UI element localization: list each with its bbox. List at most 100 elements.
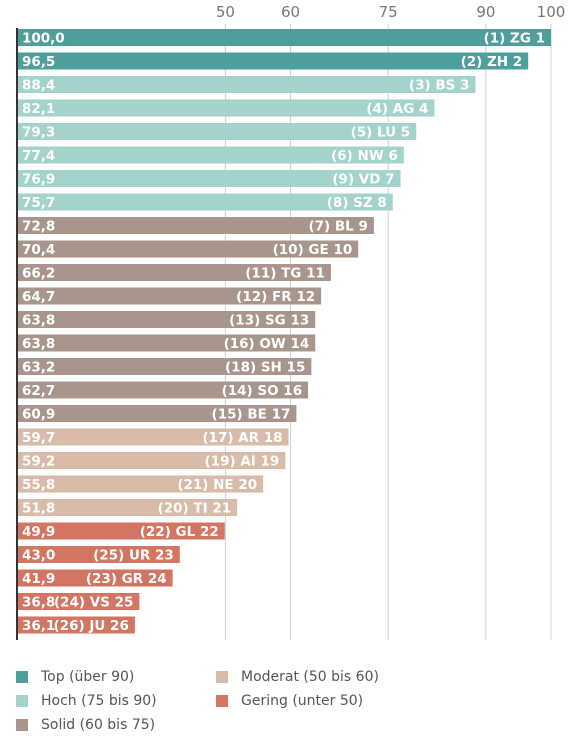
rank-label-ar: (17) AR 18	[202, 430, 282, 446]
legend-swatch-hoch	[16, 695, 28, 707]
bar-ne	[17, 475, 264, 493]
bar-row-ne: 55,8 (21) NE 20	[17, 475, 264, 493]
rank-label-tg: (11) TG 11	[245, 266, 325, 282]
rank-label-gr: (23) GR 24	[86, 571, 167, 587]
value-label-sz: 75,7	[22, 195, 55, 211]
bar-row-sh: 63,2 (18) SH 15	[17, 358, 312, 376]
x-tick-label-60: 60	[281, 3, 300, 21]
value-label-ai: 59,2	[22, 454, 55, 470]
value-label-vs: 36,8	[22, 595, 55, 611]
bar-row-be: 60,9 (15) BE 17	[17, 405, 297, 423]
value-label-ju: 36,1	[22, 618, 55, 634]
value-label-ne: 55,8	[22, 477, 55, 493]
rank-label-lu: (5) LU 5	[351, 125, 411, 141]
bar-lu	[17, 123, 417, 140]
rank-label-sh: (18) SH 15	[225, 360, 305, 376]
value-label-bs: 88,4	[22, 78, 55, 94]
value-label-zh: 96,5	[22, 54, 55, 70]
value-label-ag: 82,1	[22, 101, 55, 117]
value-label-lu: 79,3	[22, 125, 55, 141]
bar-row-nw: 77,4 (6) NW 6	[17, 146, 404, 164]
bar-row-ju: 36,1(26) JU 26	[17, 616, 135, 634]
bar-sh	[17, 358, 312, 375]
value-label-vd: 76,9	[22, 172, 55, 188]
bar-row-ai: 59,2 (19) AI 19	[17, 452, 286, 470]
rank-label-be: (15) BE 17	[212, 407, 291, 423]
rank-label-vd: (9) VD 7	[332, 172, 394, 188]
bar-be	[17, 405, 297, 422]
bar-tg	[17, 264, 331, 281]
bar-row-bs: 88,4 (3) BS 3	[17, 76, 476, 94]
legend-swatch-top	[16, 671, 28, 683]
value-label-tg: 66,2	[22, 266, 55, 282]
rank-label-bs: (3) BS 3	[409, 78, 470, 94]
value-label-fr: 64,7	[22, 289, 55, 305]
bar-row-gl: 49,9 (22) GL 22	[17, 522, 225, 540]
bar-row-ge: 70,4 (10) GE 10	[17, 240, 359, 258]
value-label-gr: 41,9	[22, 571, 55, 587]
bar-row-ti: 51,8 (20) TI 21	[17, 499, 238, 517]
bar-row-tg: 66,2 (11) TG 11	[17, 264, 331, 282]
value-label-nw: 77,4	[22, 148, 55, 164]
legend-swatch-moderat	[216, 671, 228, 683]
bar-row-zg: 100,0 (1) ZG 1	[17, 29, 551, 47]
x-tick-label-50: 50	[216, 3, 235, 21]
bar-row-ar: 59,7 (17) AR 18	[17, 428, 289, 446]
rank-label-vs: (24) VS 25	[54, 595, 133, 611]
rank-label-so: (14) SO 16	[222, 383, 303, 399]
rank-label-sz: (8) SZ 8	[327, 195, 387, 211]
value-label-so: 62,7	[22, 383, 55, 399]
x-tick-label-90: 90	[476, 3, 495, 21]
value-label-ge: 70,4	[22, 242, 55, 258]
bar-zg	[17, 29, 551, 46]
bar-ar	[17, 428, 289, 446]
bar-ge	[17, 240, 359, 258]
bar-vs	[17, 593, 140, 610]
bar-row-lu: 79,3 (5) LU 5	[17, 123, 417, 141]
bar-vd	[17, 170, 401, 187]
bar-row-gr: 41,9 (23) GR 24	[17, 569, 173, 587]
legend-swatch-gering	[216, 695, 228, 707]
value-label-zg: 100,0	[22, 31, 65, 47]
value-label-sg: 63,8	[22, 313, 55, 329]
value-label-sh: 63,2	[22, 360, 55, 376]
rank-label-sg: (13) SG 13	[229, 313, 309, 329]
bar-gl	[17, 522, 225, 540]
rank-label-gl: (22) GL 22	[140, 524, 219, 540]
bar-zh	[17, 52, 529, 70]
legend-label-top: Top (über 90)	[41, 669, 135, 685]
bar-row-sz: 75,7 (8) SZ 8	[17, 193, 393, 211]
bar-fr	[17, 287, 322, 305]
rank-label-ow: (16) OW 14	[224, 336, 310, 352]
bar-ai	[17, 452, 286, 469]
legend-item-hoch: Hoch (75 bis 90)	[16, 691, 157, 711]
bar-ti	[17, 499, 238, 516]
value-label-ar: 59,7	[22, 430, 55, 446]
bar-row-vd: 76,9 (9) VD 7	[17, 170, 401, 188]
rank-label-ag: (4) AG 4	[366, 101, 428, 117]
bar-ag	[17, 99, 435, 117]
bar-chart: 50 60 75 90 100 100,0 (1) ZG 1 96,5 (2) ZH 2 88,…	[16, 3, 565, 640]
x-tick-label-100: 100	[537, 3, 566, 21]
bar-row-sg: 63,8 (13) SG 13	[17, 311, 316, 329]
legend-label-hoch: Hoch (75 bis 90)	[41, 693, 157, 709]
legend-item-solid: Solid (60 bis 75)	[16, 715, 155, 735]
rank-label-fr: (12) FR 12	[236, 289, 315, 305]
value-label-bl: 72,8	[22, 219, 55, 235]
bar-row-zh: 96,5 (2) ZH 2	[17, 52, 529, 70]
bar-sz	[17, 193, 393, 211]
legend-item-moderat: Moderat (50 bis 60)	[216, 667, 379, 687]
bar-row-bl: 72,8 (7) BL 9	[17, 217, 374, 235]
value-label-ur: 43,0	[22, 548, 55, 564]
x-axis-tick-labels: 50 60 75 90 100	[216, 3, 565, 21]
rank-label-ne: (21) NE 20	[177, 477, 257, 493]
value-label-gl: 49,9	[22, 524, 55, 540]
bar-row-so: 62,7 (14) SO 16	[17, 381, 309, 399]
bar-row-ag: 82,1 (4) AG 4	[17, 99, 435, 117]
legend-label-gering: Gering (unter 50)	[241, 693, 364, 709]
rank-label-ai: (19) AI 19	[205, 454, 280, 470]
legend: Top (über 90) Moderat (50 bis 60) Hoch (75…	[16, 667, 576, 739]
rank-label-zh: (2) ZH 2	[461, 54, 523, 70]
bar-row-ur: 43,0 (25) UR 23	[17, 546, 180, 564]
legend-swatch-solid	[16, 719, 28, 731]
